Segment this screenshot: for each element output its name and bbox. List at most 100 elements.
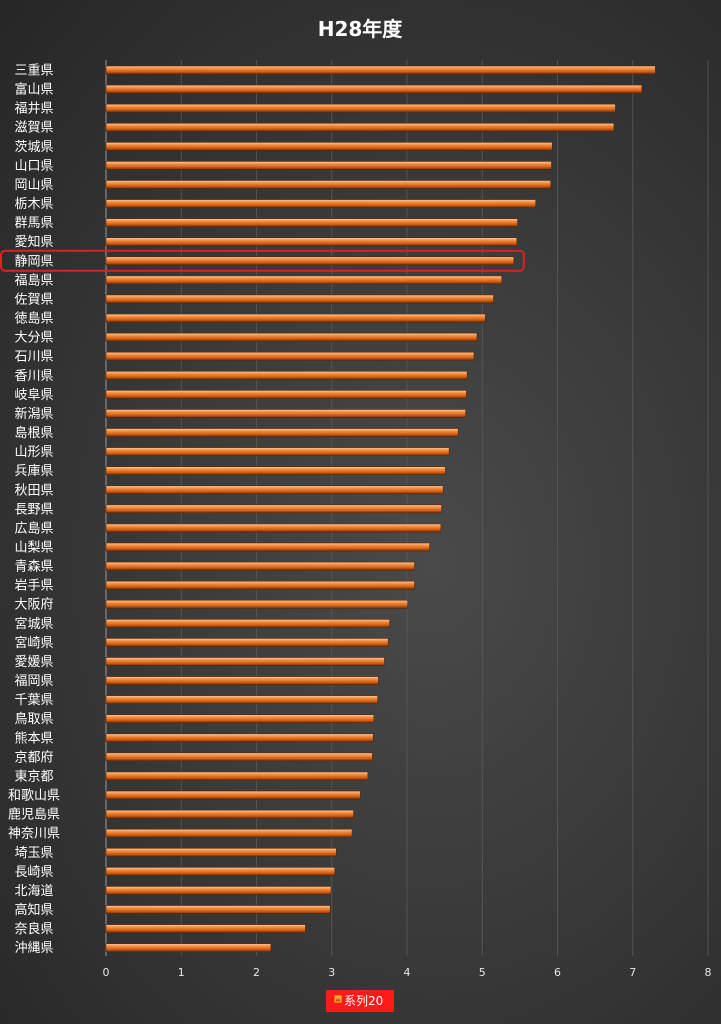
bar[interactable]: [105, 65, 656, 75]
bar[interactable]: [105, 714, 375, 724]
category-label: 神奈川県: [8, 827, 60, 842]
bar[interactable]: [105, 657, 385, 666]
bar[interactable]: [105, 867, 336, 876]
category-label: 佐賀県: [14, 292, 53, 307]
legend[interactable]: 系列20: [326, 990, 394, 1012]
category-label: 静岡県: [14, 254, 53, 269]
bar[interactable]: [105, 733, 374, 743]
category-label: 島根県: [14, 426, 53, 441]
category-label: 徳島県: [14, 312, 53, 327]
category-label: 京都府: [14, 750, 53, 765]
category-label: 滋賀県: [14, 121, 53, 136]
bar[interactable]: [105, 504, 442, 514]
bar[interactable]: [105, 619, 390, 628]
x-tick-label: 8: [705, 966, 712, 979]
bars: [105, 65, 656, 952]
category-label: 広島県: [14, 521, 53, 536]
bar[interactable]: [105, 428, 459, 437]
x-tick-label: 6: [554, 966, 561, 979]
bar[interactable]: [105, 275, 503, 285]
category-label: 愛知県: [14, 234, 53, 250]
category-label: 秋田県: [14, 483, 53, 498]
bar[interactable]: [105, 294, 494, 304]
bar[interactable]: [105, 313, 486, 323]
bar[interactable]: [105, 599, 409, 609]
bar[interactable]: [105, 809, 354, 819]
bar[interactable]: [105, 523, 442, 533]
bar[interactable]: [105, 924, 306, 933]
category-label: 愛媛県: [14, 655, 53, 670]
bar[interactable]: [105, 84, 643, 94]
bar[interactable]: [105, 409, 466, 418]
bar[interactable]: [105, 142, 553, 151]
category-label: 新潟県: [14, 406, 53, 422]
category-label: 福岡県: [14, 674, 53, 689]
bar[interactable]: [105, 542, 430, 552]
bar[interactable]: [105, 828, 353, 838]
category-labels: 三重県富山県福井県滋賀県茨城県山口県岡山県栃木県群馬県愛知県静岡県福島県佐賀県徳…: [8, 63, 60, 957]
category-label: 熊本県: [14, 730, 53, 746]
bar[interactable]: [105, 218, 518, 227]
category-label: 千葉県: [14, 693, 53, 708]
bar[interactable]: [105, 370, 468, 380]
category-label: 岡山県: [14, 178, 53, 193]
category-label: 東京都: [14, 768, 53, 784]
bar[interactable]: [105, 180, 552, 189]
bar[interactable]: [105, 771, 369, 781]
bar[interactable]: [105, 447, 450, 456]
bar[interactable]: [105, 122, 615, 132]
bar[interactable]: [105, 886, 332, 895]
bar[interactable]: [105, 256, 515, 266]
x-tick-label: 4: [404, 966, 411, 979]
category-label: 沖縄県: [14, 941, 53, 956]
bar[interactable]: [105, 103, 616, 113]
bar[interactable]: [105, 561, 415, 571]
category-label: 山口県: [14, 159, 53, 174]
category-label: 大分県: [14, 331, 53, 346]
bar[interactable]: [105, 332, 478, 342]
x-tick-label: 3: [328, 966, 335, 979]
bar[interactable]: [105, 943, 272, 952]
bar[interactable]: [105, 466, 446, 475]
bar[interactable]: [105, 905, 331, 914]
legend-box[interactable]: [326, 990, 394, 1012]
bar[interactable]: [105, 847, 337, 857]
category-label: 岩手県: [14, 579, 53, 594]
x-tick-label: 1: [178, 966, 185, 979]
bar[interactable]: [105, 199, 536, 208]
bar[interactable]: [105, 390, 467, 399]
category-label: 奈良県: [14, 921, 53, 937]
category-label: 岐阜県: [14, 387, 53, 403]
category-label: 栃木県: [14, 197, 53, 212]
category-label: 北海道: [14, 884, 53, 899]
bar[interactable]: [105, 161, 552, 170]
category-label: 鳥取県: [14, 712, 53, 727]
category-label: 高知県: [14, 902, 53, 918]
category-label: 鹿児島県: [8, 807, 60, 823]
bar[interactable]: [105, 695, 378, 704]
category-label: 大阪府: [14, 598, 53, 613]
x-tick-labels: 0 1 2 3 4 5 6 7 8: [103, 966, 712, 979]
bar[interactable]: [105, 676, 379, 685]
category-label: 茨城県: [14, 140, 53, 155]
legend-swatch: [334, 995, 342, 1003]
bar[interactable]: [105, 351, 475, 361]
category-label: 青森県: [14, 560, 53, 575]
highlight-group: [0, 249, 525, 272]
x-tick-label: 7: [629, 966, 636, 979]
bar[interactable]: [105, 580, 415, 590]
x-tick-label: 0: [103, 966, 110, 979]
x-tick-label: 5: [479, 966, 486, 979]
x-tick-label: 2: [253, 966, 260, 979]
category-label: 富山県: [14, 82, 53, 98]
bar[interactable]: [105, 638, 389, 647]
category-label: 石川県: [14, 350, 53, 365]
bar[interactable]: [105, 790, 361, 800]
category-label: 福島県: [14, 273, 53, 288]
category-label: 香川県: [14, 369, 53, 384]
category-label: 山形県: [14, 445, 53, 460]
bar[interactable]: [105, 485, 444, 495]
bar[interactable]: [105, 237, 518, 247]
bar[interactable]: [105, 752, 373, 762]
